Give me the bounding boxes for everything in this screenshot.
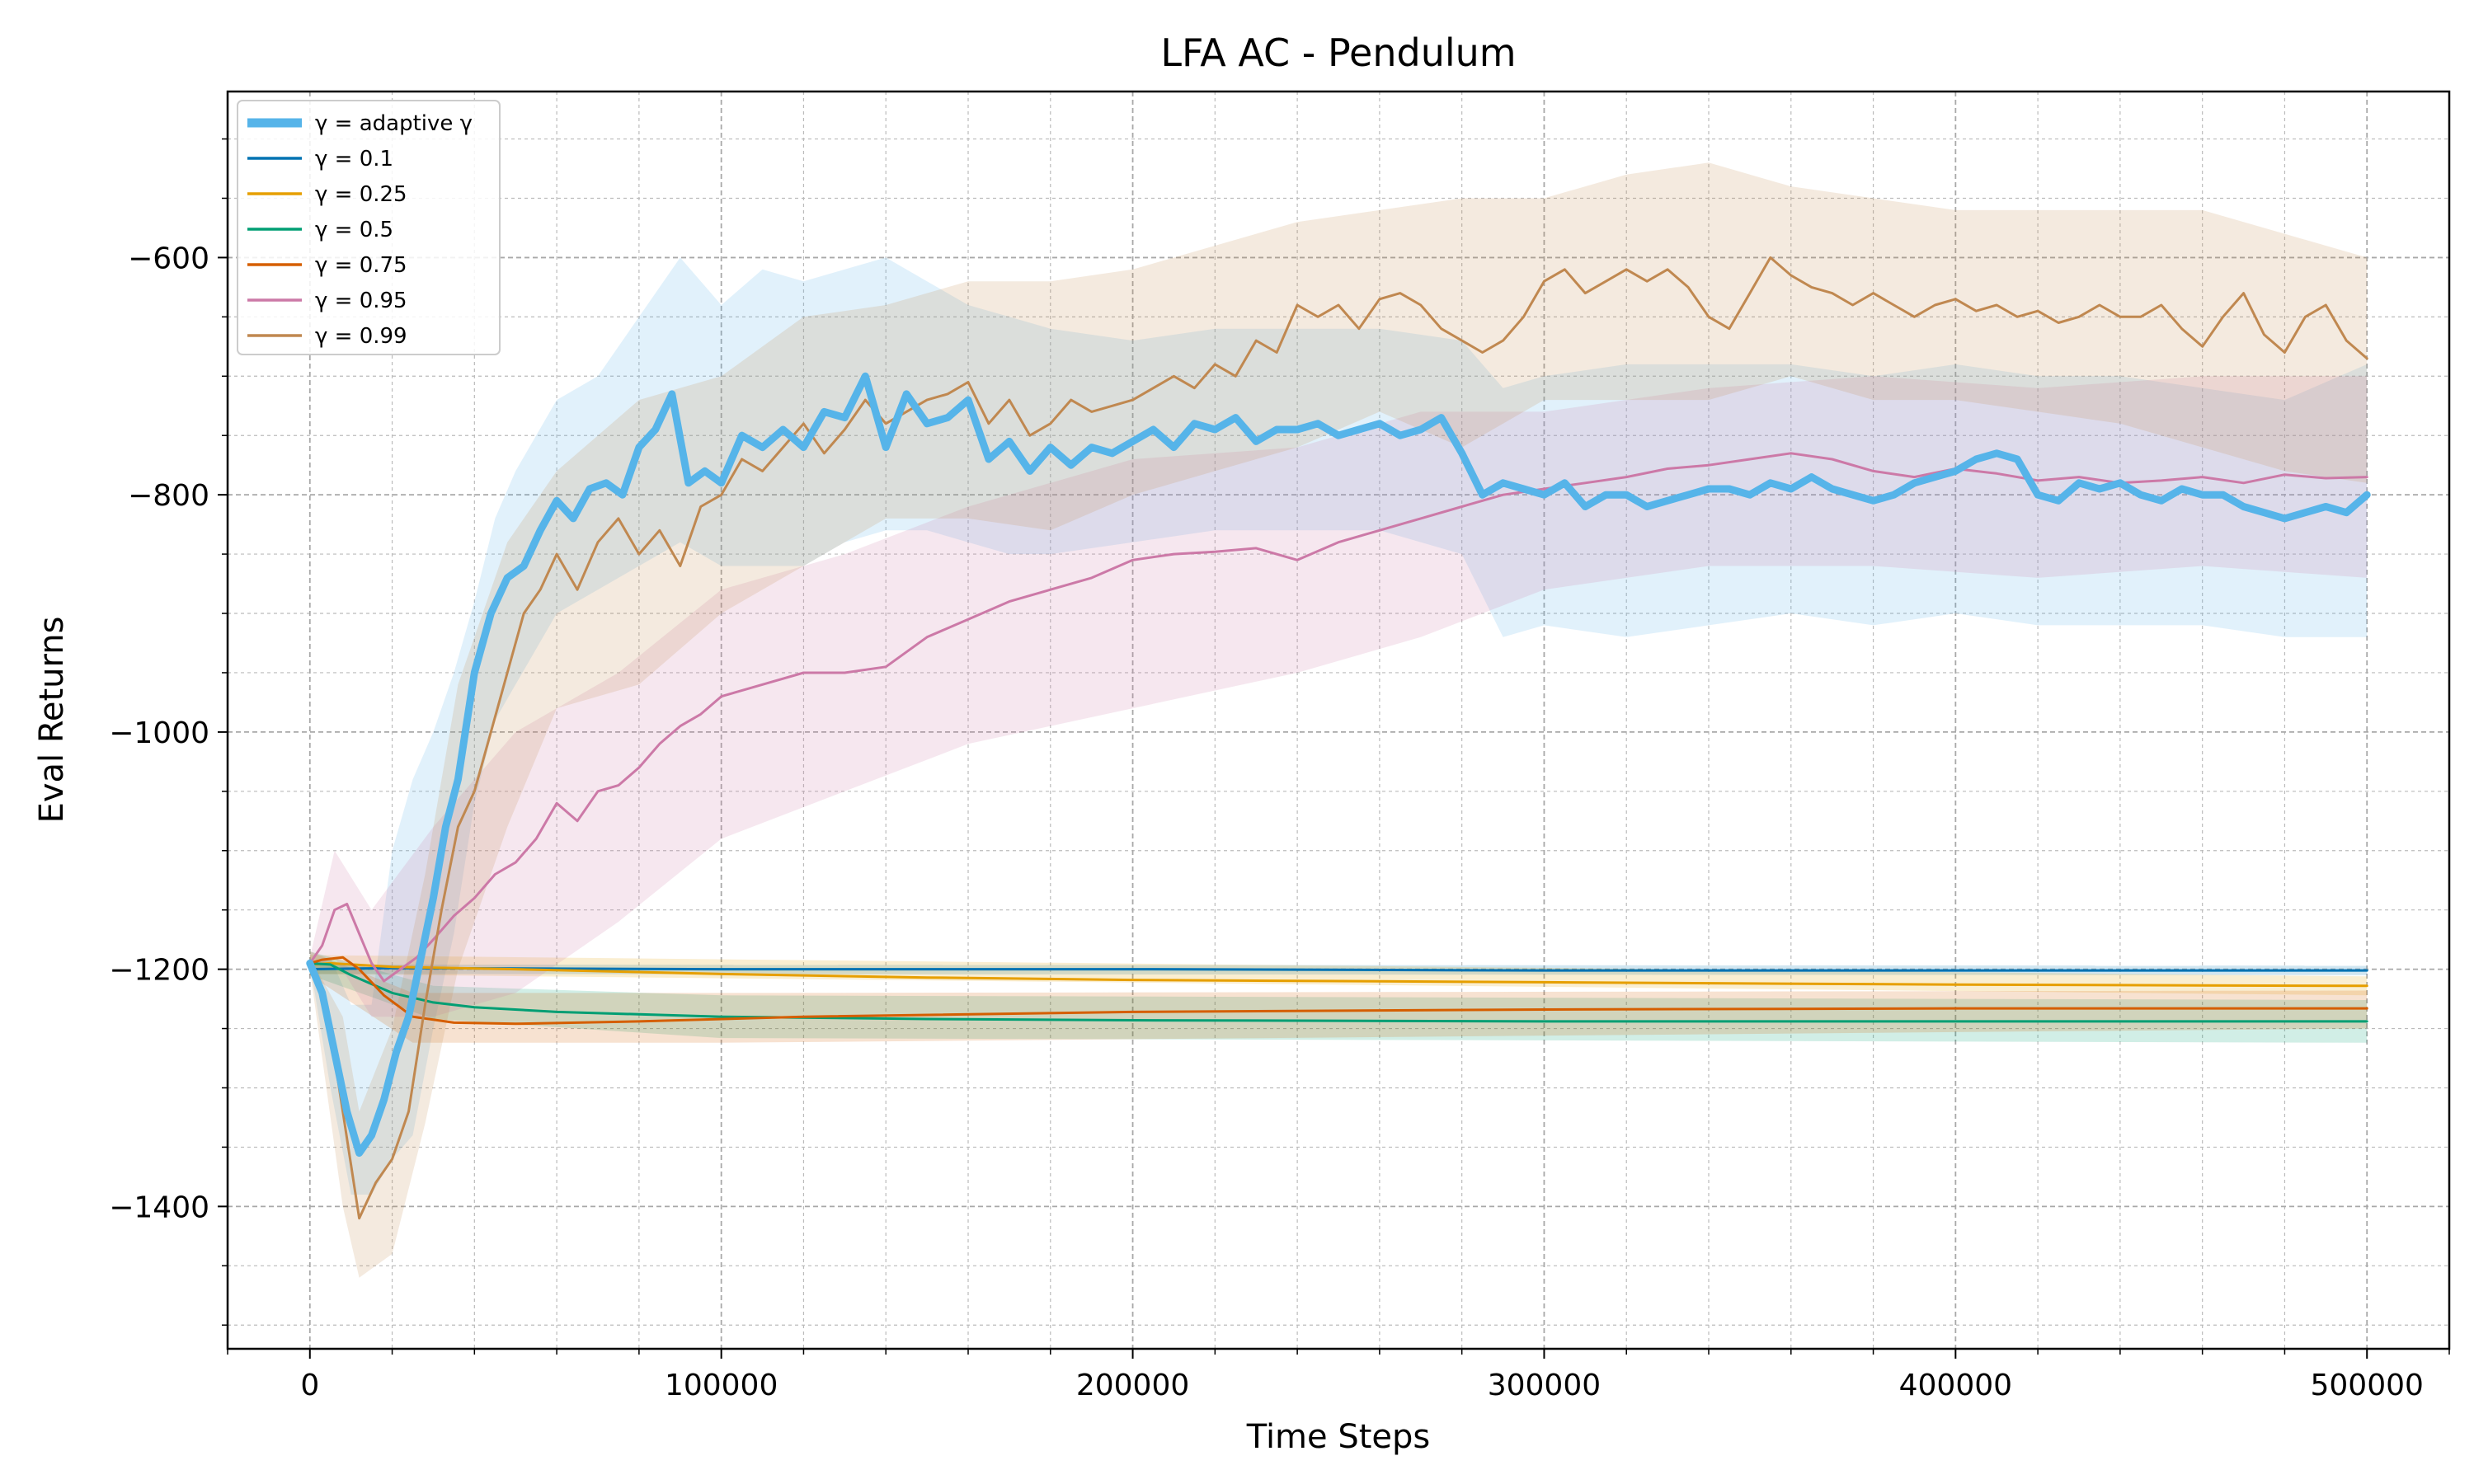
legend-label: γ = 0.99 — [315, 324, 407, 349]
tick-layer: −1400 −1200 −1000 −800 −600 0 100000 200000 3000… — [109, 138, 2450, 1402]
y-tick-label: −800 — [128, 479, 209, 513]
series-line — [308, 961, 2368, 1023]
legend-label: γ = 0.95 — [315, 289, 407, 313]
chart-title: LFA AC - Pendulum — [1160, 31, 1516, 75]
series-line — [308, 256, 2368, 1220]
y-tick-label: −600 — [128, 242, 209, 275]
series-band — [309, 951, 2368, 1043]
y-tick-label: −1000 — [109, 716, 209, 750]
x-axis-label: Time Steps — [1246, 1418, 1431, 1456]
legend-label: γ = adaptive γ — [315, 111, 473, 136]
x-tick-label: 200000 — [1076, 1369, 1189, 1402]
y-tick-label: −1400 — [109, 1190, 209, 1224]
plot-frame — [226, 90, 2451, 1350]
x-tick-label: 0 — [300, 1369, 319, 1402]
y-axis-label: Eval Returns — [33, 617, 71, 824]
legend-label: γ = 0.5 — [315, 218, 393, 242]
legend: γ = adaptive γ γ = 0.1 γ = 0.25 γ = 0.5 γ = … — [237, 100, 501, 355]
legend-label: γ = 0.25 — [315, 182, 407, 207]
line-layer — [306, 256, 2371, 1220]
series-line — [306, 372, 2371, 1158]
x-tick-label: 100000 — [665, 1369, 778, 1402]
legend-label: γ = 0.1 — [315, 147, 393, 171]
series-band — [309, 162, 2368, 1278]
series-line — [308, 452, 2368, 983]
y-tick-label: −1200 — [109, 954, 209, 988]
x-tick-label: 400000 — [1899, 1369, 2012, 1402]
series-line — [308, 956, 2368, 1026]
series-band — [309, 951, 2368, 1043]
x-tick-label: 300000 — [1488, 1369, 1601, 1402]
legend-box — [237, 100, 501, 355]
legend-label: γ = 0.75 — [315, 253, 407, 278]
x-tick-label: 500000 — [2311, 1369, 2424, 1402]
series-band — [309, 376, 2368, 1017]
series-line — [308, 961, 2368, 988]
